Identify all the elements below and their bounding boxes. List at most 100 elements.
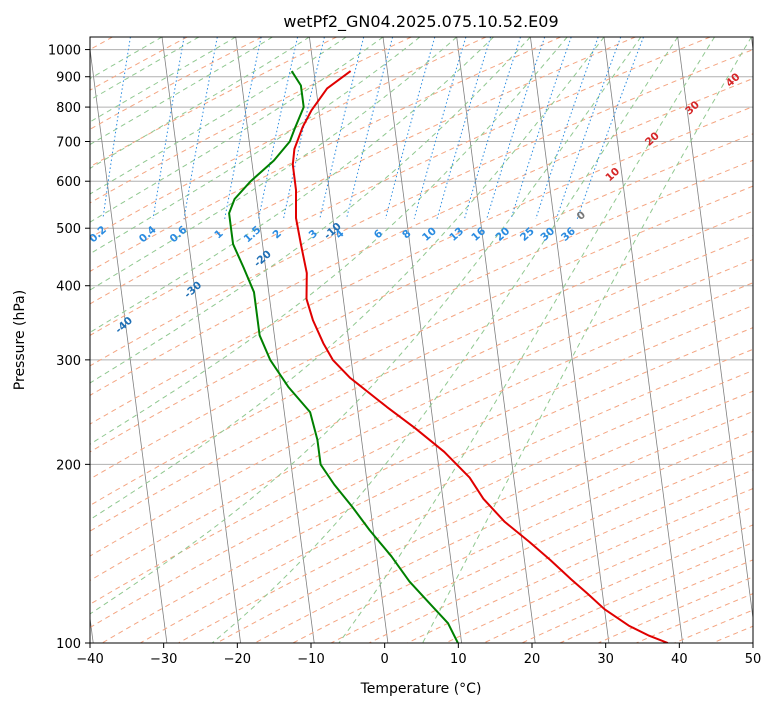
moist-adiabat-label: 40 xyxy=(724,71,743,90)
isotherm-line xyxy=(235,37,315,643)
dewpoint-profile xyxy=(228,70,459,643)
y-axis-label: Pressure (hPa) xyxy=(12,290,28,390)
chart-title: wetPf2_GN04.2025.075.10.52.E09 xyxy=(283,12,558,32)
moist-adiabat xyxy=(90,37,200,101)
mixing-ratio-line xyxy=(152,37,185,219)
plot-area: -100-90-80-70-60-50-40-30-20-100.10.20.4… xyxy=(0,37,753,643)
isotherm-line xyxy=(382,37,462,643)
isotherm-label: -40 xyxy=(113,315,135,337)
dry-adiabat xyxy=(90,185,753,506)
mixing-ratio-line xyxy=(510,37,572,219)
temperature-profile xyxy=(291,70,669,643)
mixing-ratio-line xyxy=(385,37,436,219)
moist-adiabat xyxy=(90,37,458,291)
mixing-ratio-line xyxy=(346,37,394,219)
moist-adiabat xyxy=(422,37,752,643)
y-tick-label: 1000 xyxy=(48,44,81,59)
mixing-ratio-label: 0.4 xyxy=(137,224,159,245)
x-tick-label: −10 xyxy=(297,652,324,667)
isotherm-line xyxy=(90,46,168,643)
x-tick-label: 50 xyxy=(745,652,762,667)
mixing-ratio-line xyxy=(183,37,218,219)
dry-adiabat xyxy=(483,524,753,643)
mixing-ratio-label: 2 xyxy=(271,228,284,242)
isotherm-line xyxy=(530,37,610,643)
dry-adiabat xyxy=(90,37,711,336)
mixing-ratio-line xyxy=(535,37,599,219)
dry-adiabat xyxy=(521,541,753,643)
y-tick-label: 200 xyxy=(56,458,81,473)
moist-adiabat xyxy=(90,37,384,223)
isotherm-line xyxy=(456,37,536,643)
dry-adiabat xyxy=(90,258,753,582)
isotherm-label: -50 xyxy=(46,366,68,388)
moist-adiabat xyxy=(90,37,568,445)
dry-adiabat xyxy=(636,593,753,643)
x-tick-label: 0 xyxy=(381,652,389,667)
x-tick-label: 10 xyxy=(450,652,467,667)
x-tick-label: 40 xyxy=(671,652,688,667)
dry-adiabat xyxy=(90,37,263,130)
moist-adiabat-label: 0 xyxy=(575,209,588,223)
dry-adiabat xyxy=(178,369,753,643)
mixing-ratio-line xyxy=(283,37,325,219)
y-tick-label: 400 xyxy=(56,280,81,295)
dry-adiabat xyxy=(90,159,753,480)
dry-adiabat xyxy=(216,390,753,643)
x-tick-label: 20 xyxy=(524,652,541,667)
y-tick-label: 700 xyxy=(56,135,81,150)
moist-adiabat xyxy=(90,37,531,384)
y-tick-label: 300 xyxy=(56,354,81,369)
x-axis-label: Temperature (°C) xyxy=(360,681,482,697)
mixing-ratio-line xyxy=(486,37,546,219)
dry-adiabat xyxy=(292,430,753,643)
x-tick-label: −20 xyxy=(224,652,251,667)
dry-adiabat xyxy=(254,410,753,643)
x-tick-label: −30 xyxy=(150,652,177,667)
x-axis: −40 −30 −20 −10 0 10 20 30 40 50 xyxy=(76,643,761,667)
x-tick-label: 30 xyxy=(597,652,614,667)
moist-adiabat xyxy=(338,37,715,643)
dry-adiabat xyxy=(90,133,753,453)
isotherm-line xyxy=(677,37,753,622)
y-tick-label: 500 xyxy=(56,222,81,237)
dry-adiabat xyxy=(90,37,337,168)
dry-adiabat xyxy=(90,235,753,557)
dry-adiabat xyxy=(90,49,753,367)
y-axis: 100 200 300 400 500 600 700 800 900 1000 xyxy=(48,44,90,652)
isotherm-line xyxy=(603,37,683,643)
dry-adiabat xyxy=(750,641,753,643)
y-tick-label: 900 xyxy=(56,71,81,86)
dry-adiabat xyxy=(101,327,753,643)
dry-adiabat xyxy=(712,625,753,643)
x-tick-label: −40 xyxy=(76,652,103,667)
moist-adiabat xyxy=(90,37,310,169)
mixing-ratio-line xyxy=(258,37,299,219)
moist-adiabat xyxy=(90,37,273,146)
mixing-ratio-line xyxy=(436,37,492,219)
dry-adiabat xyxy=(90,304,753,629)
dry-adiabat xyxy=(90,106,753,425)
dry-adiabat xyxy=(90,282,753,605)
dry-adiabat xyxy=(368,469,753,643)
dry-adiabat xyxy=(330,450,753,643)
mixing-ratio-line xyxy=(102,37,131,219)
dry-adiabat xyxy=(445,506,753,643)
mixing-ratio-line xyxy=(413,37,467,219)
mixing-ratio-label: 1 xyxy=(212,228,225,242)
dry-adiabat xyxy=(559,559,753,643)
moist-adiabat xyxy=(90,37,236,123)
moist-adiabat xyxy=(211,37,679,643)
dry-adiabat xyxy=(90,37,561,272)
mixing-ratio-line xyxy=(224,37,262,219)
dry-adiabat xyxy=(407,488,753,643)
y-tick-label: 800 xyxy=(56,101,81,116)
isotherm-line xyxy=(161,37,241,643)
mixing-ratio-line xyxy=(319,37,365,219)
mixing-ratio-line xyxy=(576,37,644,219)
moist-adiabat xyxy=(90,37,642,615)
mixing-ratio-label: 6 xyxy=(372,228,385,242)
isotherm-label: -60 xyxy=(0,418,1,440)
dry-adiabat xyxy=(90,37,412,204)
